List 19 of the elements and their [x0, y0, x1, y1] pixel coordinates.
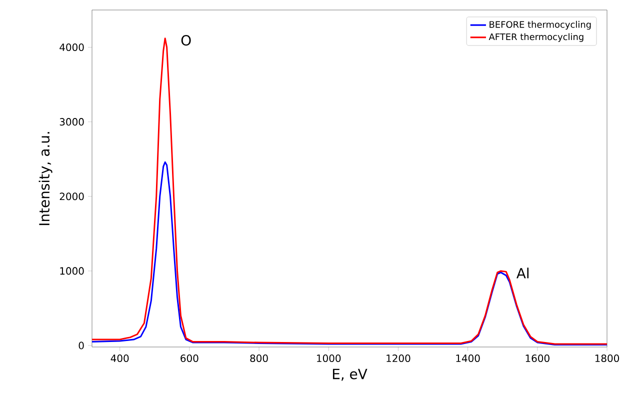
- x-axis-title: E, eV: [332, 368, 368, 381]
- x-tick-label: 400: [110, 354, 129, 362]
- y-tick-label: 1000: [60, 267, 84, 275]
- x-tick-label: 1000: [317, 354, 341, 362]
- x-tick-label: 600: [180, 354, 198, 362]
- legend-label: AFTER thermocycling: [488, 33, 584, 42]
- x-tick-label: 1800: [595, 354, 620, 362]
- y-axis-title: Intensity, a.u.: [38, 132, 52, 226]
- x-tick-label: 800: [250, 354, 268, 362]
- x-tick-label: 1200: [386, 354, 410, 362]
- y-tick-label: 3000: [60, 118, 84, 126]
- x-tick-label: 1600: [526, 354, 550, 362]
- y-tick-label: 0: [78, 342, 84, 350]
- annotation: O: [181, 35, 191, 46]
- legend-label: BEFORE thermocycling: [490, 20, 591, 30]
- x-tick-label: 1400: [456, 354, 480, 362]
- annotation: Al: [516, 268, 528, 278]
- y-tick-label: 2000: [60, 192, 84, 200]
- y-tick-label: 4000: [60, 43, 84, 52]
